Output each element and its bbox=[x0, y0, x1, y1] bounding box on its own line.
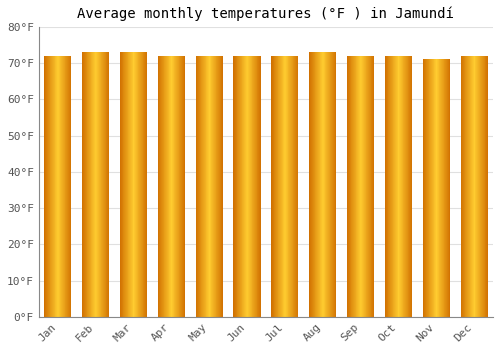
Title: Average monthly temperatures (°F ) in Jamundí: Average monthly temperatures (°F ) in Ja… bbox=[78, 7, 454, 21]
